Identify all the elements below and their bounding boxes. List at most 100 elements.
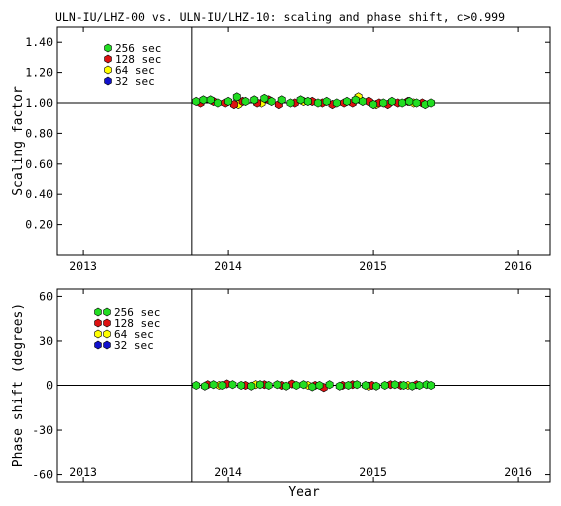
phase-legend-marker-128-sec-alt xyxy=(103,318,111,328)
phase-point-256-sec xyxy=(282,381,291,391)
scaling-x-tick-label: 2013 xyxy=(69,259,97,273)
scaling-point-256-sec xyxy=(250,95,259,105)
phase-legend-label: 256 sec xyxy=(114,306,160,319)
phase-point-256-sec xyxy=(218,380,227,391)
x-axis-label: Year xyxy=(288,485,319,500)
scaling-point-256-sec xyxy=(214,98,222,108)
scaling-legend-marker-256-sec xyxy=(104,43,112,53)
scaling-point-256-sec xyxy=(359,96,367,107)
scaling-ylabel: Scaling factor xyxy=(11,86,26,196)
phase-point-256-sec xyxy=(273,380,282,390)
scaling-legend-label: 128 sec xyxy=(115,53,161,66)
phase-y-tick-label: 60 xyxy=(39,289,53,303)
phase-point-256-sec xyxy=(380,380,389,391)
scaling-point-256-sec xyxy=(398,98,407,108)
phase-y-tick-label: -60 xyxy=(32,468,53,482)
chart-title: ULN-IU/LHZ-00 vs. ULN-IU/LHZ-10: scaling… xyxy=(55,10,505,24)
scaling-point-256-sec xyxy=(332,98,341,108)
phase-x-tick-label: 2013 xyxy=(69,465,97,479)
phase-point-256-sec xyxy=(415,380,424,391)
phase-ylabel: Phase shift (degrees) xyxy=(11,303,26,467)
phase-legend-marker-128-sec xyxy=(94,318,102,328)
scaling-point-256-sec xyxy=(286,98,295,108)
phase-point-256-sec xyxy=(308,382,317,392)
scaling-x-tick-label: 2016 xyxy=(504,259,532,273)
scaling-y-tick-label: 0.40 xyxy=(25,187,53,201)
scaling-point-256-sec xyxy=(314,98,322,108)
scaling-point-256-sec xyxy=(277,95,286,105)
phase-legend-marker-32-sec-alt xyxy=(103,340,111,350)
phase-point-256-sec xyxy=(292,380,301,391)
phase-legend-marker-256-sec xyxy=(94,307,102,317)
scaling-point-256-sec xyxy=(427,98,436,108)
scaling-legend-marker-32-sec xyxy=(104,76,112,86)
phase-shift-panel: Phase shift (degrees) -60 -30 0 30 60 2013 201… xyxy=(11,288,551,483)
scaling-y-tick-label: 1.20 xyxy=(25,66,53,80)
scaling-factor-panel: Scaling factor 0.20 0.40 0.60 0.80 1.00 1.20 1… xyxy=(11,26,551,273)
phase-point-256-sec xyxy=(256,380,264,390)
phase-legend-label: 64 sec xyxy=(114,328,154,341)
phase-point-256-sec xyxy=(335,381,344,391)
scaling-point-256-sec xyxy=(192,96,201,107)
phase-point-256-sec xyxy=(200,381,209,391)
scaling-point-256-sec xyxy=(296,95,305,105)
phase-y-tick-label: -30 xyxy=(32,423,53,437)
phase-point-256-sec xyxy=(237,380,246,391)
phase-point-256-sec xyxy=(247,381,256,391)
phase-point-256-sec xyxy=(353,380,362,390)
scaling-y-tick-label: 1.40 xyxy=(25,35,53,49)
scaling-point-256-sec xyxy=(303,96,312,107)
scaling-legend-label: 256 sec xyxy=(115,42,161,55)
scaling-point-256-sec xyxy=(388,96,396,107)
scaling-point-256-sec xyxy=(369,99,378,110)
scaling-point-256-sec xyxy=(224,96,233,107)
scaling-point-256-sec xyxy=(405,96,414,107)
scaling-data-points xyxy=(192,92,436,110)
phase-point-256-sec xyxy=(299,380,308,390)
scaling-point-256-sec xyxy=(199,95,208,105)
scaling-legend-marker-128-sec xyxy=(104,54,112,64)
scaling-y-tick-label: 0.60 xyxy=(25,157,53,171)
phase-y-tick-label: 0 xyxy=(46,379,53,393)
scaling-axis-ticks: 0.20 0.40 0.60 0.80 1.00 1.20 1.40 2013 2014 2015… xyxy=(25,27,550,273)
scaling-x-tick-label: 2014 xyxy=(214,259,242,273)
phase-point-256-sec xyxy=(399,380,408,391)
phase-point-256-sec xyxy=(228,380,237,390)
phase-legend-marker-64-sec-alt xyxy=(103,329,111,339)
phase-x-tick-label: 2015 xyxy=(359,465,387,479)
scaling-x-tick-label: 2015 xyxy=(359,259,387,273)
phase-point-256-sec xyxy=(427,380,436,391)
phase-point-256-sec xyxy=(361,380,370,391)
scaling-point-256-sec xyxy=(241,96,250,107)
scaling-point-256-sec xyxy=(322,96,331,107)
scaling-legend-marker-64-sec xyxy=(104,65,112,75)
scaling-point-256-sec xyxy=(379,98,388,108)
scaling-legend-label: 32 sec xyxy=(115,75,155,88)
phase-point-256-sec xyxy=(192,380,201,391)
phase-point-256-sec xyxy=(264,380,273,391)
scaling-point-256-sec xyxy=(260,93,269,103)
phase-point-256-sec xyxy=(209,380,218,390)
phase-legend-label: 32 sec xyxy=(114,339,154,352)
scaling-y-tick-label: 0.80 xyxy=(25,126,53,140)
phase-point-256-sec xyxy=(408,381,417,391)
scaling-point-256-sec xyxy=(351,95,360,105)
scaling-point-256-sec xyxy=(267,96,276,107)
phase-legend-marker-256-sec-alt xyxy=(103,307,111,317)
phase-axis-ticks: -60 -30 0 30 60 2013 2014 2015 2016 xyxy=(32,289,550,482)
scaling-point-256-sec xyxy=(206,95,215,105)
phase-legend-marker-32-sec xyxy=(94,340,102,350)
scaling-frame xyxy=(56,26,551,256)
phase-point-256-sec xyxy=(390,380,399,390)
phase-point-256-sec xyxy=(315,380,324,391)
phase-y-tick-label: 30 xyxy=(39,334,53,348)
scaling-point-256-sec xyxy=(412,98,421,108)
phase-x-tick-label: 2016 xyxy=(504,465,532,479)
scaling-y-tick-label: 0.20 xyxy=(25,218,53,232)
scaling-legend-label: 64 sec xyxy=(115,64,155,77)
scaling-point-256-sec xyxy=(232,92,241,102)
phase-legend-marker-64-sec xyxy=(94,329,102,339)
phase-point-256-sec xyxy=(325,380,334,390)
